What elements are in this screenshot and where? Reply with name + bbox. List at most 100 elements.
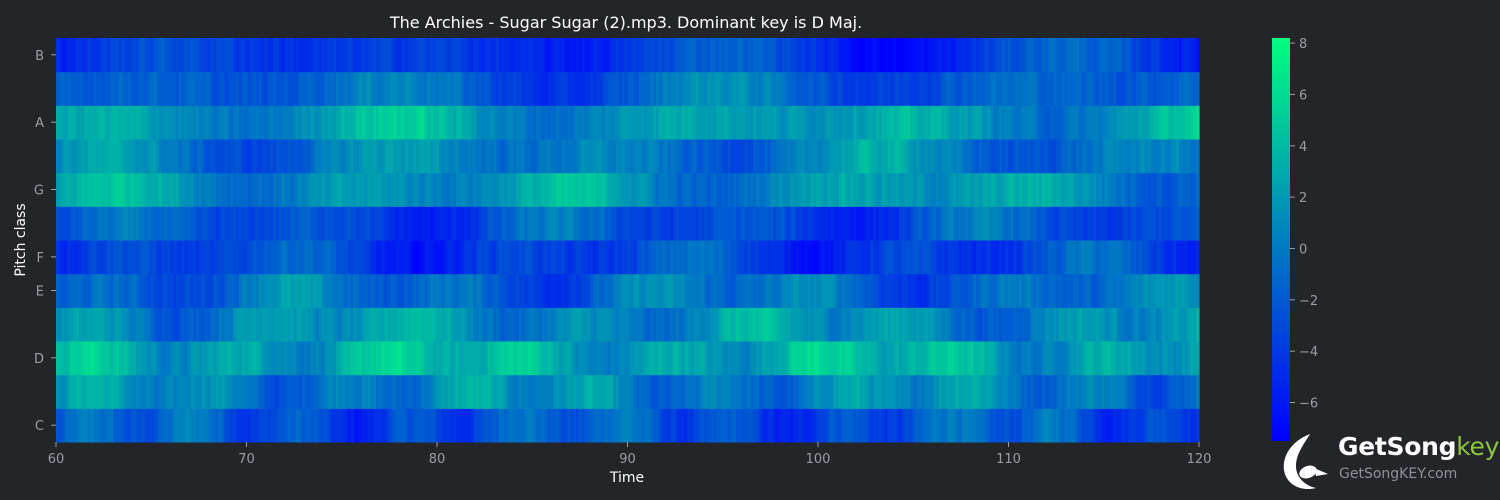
heatmap-cell-F# xyxy=(98,206,103,241)
heatmap-cell-A xyxy=(638,105,643,140)
heatmap-cell-E xyxy=(836,273,840,308)
heatmap-cell-A# xyxy=(587,71,591,106)
heatmap-cell-C# xyxy=(556,374,560,409)
heatmap-cell-E xyxy=(358,273,363,308)
heatmap-cell-D xyxy=(387,341,391,376)
heatmap-cell-E xyxy=(107,273,111,308)
heatmap-cell-E xyxy=(1196,273,1200,308)
heatmap-cell-C# xyxy=(1158,374,1163,409)
heatmap-cell-C xyxy=(1124,408,1129,443)
heatmap-cell-G xyxy=(133,172,137,207)
heatmap-cell-E xyxy=(490,273,494,308)
heatmap-cell-G# xyxy=(313,139,317,174)
heatmap-cell-C# xyxy=(544,374,549,409)
heatmap-cell-B xyxy=(1110,38,1114,73)
heatmap-cell-F# xyxy=(107,206,111,241)
heatmap-cell-C xyxy=(1024,408,1029,443)
heatmap-cell-B xyxy=(870,38,874,73)
heatmap-cell-F# xyxy=(84,206,89,241)
heatmap-cell-C xyxy=(438,408,443,443)
heatmap-cell-D# xyxy=(1078,307,1083,342)
heatmap-cell-G# xyxy=(681,139,686,174)
heatmap-cell-C xyxy=(124,408,129,443)
heatmap-cell-D xyxy=(718,341,723,376)
heatmap-cell-F xyxy=(518,240,523,275)
heatmap-cell-D xyxy=(687,341,691,376)
heatmap-cell-G# xyxy=(453,139,457,174)
heatmap-cell-D xyxy=(116,341,120,376)
heatmap-cell-C xyxy=(81,408,86,443)
heatmap-cell-G xyxy=(778,172,783,207)
heatmap-cell-C# xyxy=(1004,374,1009,409)
heatmap-cell-A xyxy=(804,105,809,140)
heatmap-cell-G xyxy=(801,172,806,207)
heatmap-cell-D# xyxy=(90,307,94,342)
heatmap-cell-D# xyxy=(410,307,414,342)
heatmap-cell-F xyxy=(138,240,143,275)
heatmap-cell-G xyxy=(278,172,283,207)
heatmap-cell-A xyxy=(547,105,551,140)
heatmap-cell-F# xyxy=(727,206,731,241)
heatmap-cell-F xyxy=(298,240,303,275)
heatmap-cell-C# xyxy=(1070,374,1074,409)
heatmap-cell-D xyxy=(256,341,260,376)
heatmap-cell-A xyxy=(333,105,337,140)
heatmap-cell-G# xyxy=(618,139,623,174)
heatmap-cell-A xyxy=(596,105,600,140)
heatmap-cell-D xyxy=(450,341,454,376)
heatmap-cell-D# xyxy=(884,307,889,342)
heatmap-cell-D# xyxy=(498,307,503,342)
heatmap-cell-C# xyxy=(461,374,466,409)
heatmap-cell-F# xyxy=(241,206,246,241)
heatmap-cell-G xyxy=(721,172,726,207)
heatmap-cell-F xyxy=(598,240,603,275)
heatmap-cell-A xyxy=(884,105,889,140)
heatmap-cell-C xyxy=(747,408,751,443)
heatmap-cell-C xyxy=(1101,408,1106,443)
heatmap-cell-C# xyxy=(1110,374,1114,409)
heatmap-cell-C xyxy=(998,408,1003,443)
heatmap-cell-F# xyxy=(693,206,697,241)
heatmap-cell-E xyxy=(1033,273,1037,308)
heatmap-cell-G xyxy=(107,172,111,207)
heatmap-cell-C# xyxy=(233,374,237,409)
heatmap-cell-A xyxy=(84,105,89,140)
heatmap-cell-B xyxy=(596,38,600,73)
heatmap-cell-C xyxy=(778,408,783,443)
heatmap-cell-B xyxy=(987,38,991,73)
heatmap-cell-E xyxy=(247,273,251,308)
heatmap-cell-F# xyxy=(881,206,886,241)
heatmap-cell-G# xyxy=(1110,139,1114,174)
heatmap-cell-E xyxy=(1044,273,1049,308)
heatmap-cell-A# xyxy=(310,71,314,106)
heatmap-cell-E xyxy=(404,273,409,308)
heatmap-cell-C# xyxy=(244,374,249,409)
heatmap-cell-A xyxy=(270,105,274,140)
heatmap-cell-A xyxy=(927,105,931,140)
heatmap-cell-F# xyxy=(387,206,391,241)
heatmap-cell-B xyxy=(984,38,989,73)
heatmap-cell-D# xyxy=(793,307,797,342)
heatmap-cell-D# xyxy=(241,307,246,342)
heatmap-cell-D# xyxy=(567,307,571,342)
heatmap-cell-B xyxy=(930,38,934,73)
heatmap-cell-B xyxy=(544,38,549,73)
heatmap-cell-G# xyxy=(247,139,251,174)
heatmap-cell-F# xyxy=(784,206,789,241)
heatmap-cell-G xyxy=(1179,172,1183,207)
heatmap-cell-C xyxy=(1030,408,1034,443)
heatmap-cell-G xyxy=(987,172,991,207)
heatmap-cell-B xyxy=(90,38,94,73)
heatmap-cell-E xyxy=(116,273,120,308)
heatmap-cell-C# xyxy=(530,374,534,409)
heatmap-cell-F xyxy=(1064,240,1069,275)
heatmap-cell-G xyxy=(604,172,609,207)
heatmap-cell-C xyxy=(770,408,774,443)
heatmap-cell-G# xyxy=(987,139,991,174)
heatmap-cell-B xyxy=(413,38,417,73)
heatmap-cell-D xyxy=(56,341,60,376)
heatmap-cell-C# xyxy=(524,374,529,409)
heatmap-cell-F xyxy=(964,240,969,275)
heatmap-cell-A xyxy=(407,105,411,140)
heatmap-cell-A xyxy=(536,105,540,140)
